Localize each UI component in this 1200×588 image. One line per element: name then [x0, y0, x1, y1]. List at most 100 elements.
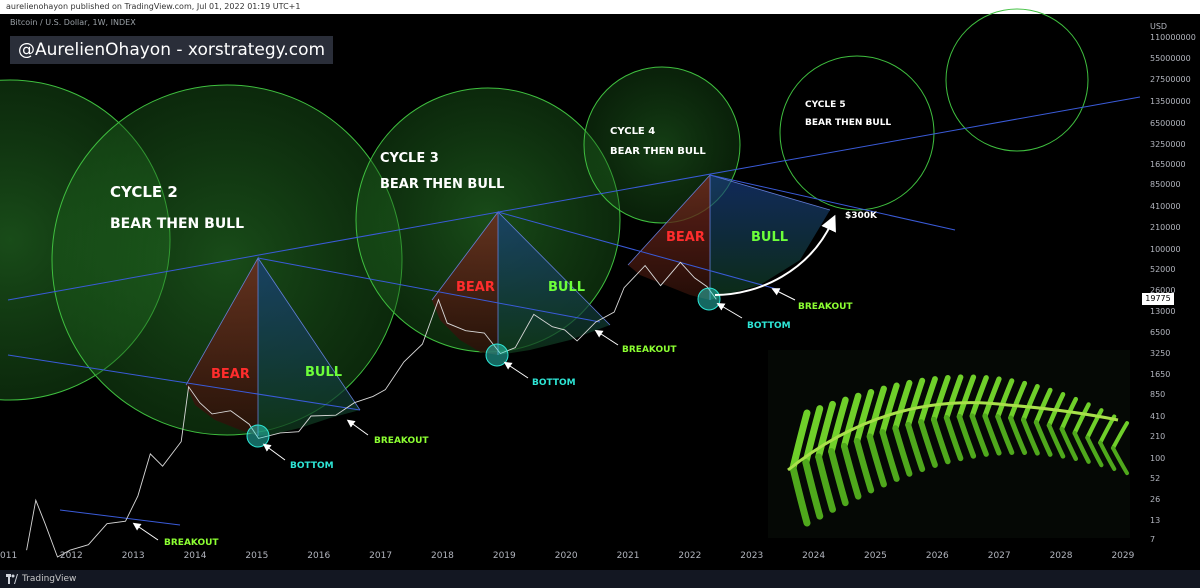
price-tick: 410 — [1150, 411, 1166, 421]
fern-leaflet — [930, 416, 951, 465]
fern-leaflet — [892, 379, 913, 432]
cycle-4-label: CYCLE 4 — [610, 126, 655, 137]
price-tick: 52 — [1150, 474, 1161, 484]
fern-leaflet — [840, 392, 862, 450]
fern-leaflet — [995, 414, 1015, 455]
fern-leaflet — [995, 378, 1015, 420]
price-tick: 410000 — [1150, 202, 1181, 212]
breakout-label-2016: BREAKOUT — [374, 436, 429, 446]
fern-leaflet — [1033, 419, 1053, 457]
fern-leaflet — [866, 433, 887, 488]
time-tick: 2016 — [307, 551, 331, 561]
fern-leaflet — [866, 385, 887, 440]
fern-leaflet — [918, 376, 938, 425]
fern-leaflet — [943, 374, 964, 421]
footer-bar: TradingView — [0, 570, 1200, 588]
fern-leaflet — [815, 453, 836, 513]
price-tick: 6500000 — [1150, 118, 1186, 128]
price-tick: 110000000 — [1150, 33, 1196, 42]
bear-label-cycle-4: BEAR — [666, 230, 705, 245]
time-tick: 2017 — [369, 551, 393, 561]
cycle-4-subtitle: BEAR THEN BULL — [610, 146, 706, 157]
fern-leaflet — [905, 421, 926, 473]
fern-leaflet — [1111, 421, 1129, 451]
cycle-5-subtitle: BEAR THEN BULL — [805, 118, 891, 128]
price-tick: 26 — [1150, 495, 1161, 505]
time-tick: 2028 — [1049, 551, 1073, 561]
price-tick: 210000 — [1150, 222, 1181, 232]
time-tick: 2021 — [616, 551, 640, 561]
fern-leaflet — [1085, 435, 1104, 468]
time-tick: 2013 — [121, 551, 145, 561]
price-tick: 100 — [1150, 454, 1166, 464]
fern-leaflet — [789, 464, 811, 527]
bull-region-cycle-2 — [258, 258, 360, 436]
bull-region-cycle-4 — [710, 175, 830, 300]
footer-brand: TradingView — [22, 574, 77, 584]
bear-region-cycle-3 — [432, 212, 498, 355]
fern-leaflet — [853, 388, 875, 445]
fern-leaflet — [1033, 387, 1053, 425]
time-tick: 2027 — [987, 551, 1011, 561]
fern-leaflet — [930, 374, 951, 423]
bull-region-cycle-3 — [498, 212, 610, 355]
price-tick: 1650000 — [1150, 160, 1186, 170]
fern-leaflet — [802, 458, 824, 520]
fern-leaflet — [905, 377, 926, 428]
fern-leaflet — [1059, 426, 1079, 462]
cycle-5-label: CYCLE 5 — [805, 100, 846, 110]
fern-leaflet — [828, 396, 849, 455]
time-tick: 011 — [0, 551, 18, 561]
publish-header: aurelienohayon published on TradingView.… — [0, 0, 1200, 14]
price-tick: 1650 — [1150, 369, 1171, 379]
fern-leaflet — [879, 429, 900, 482]
fern-leaflet — [853, 437, 875, 494]
bull-label-cycle-2: BULL — [305, 365, 342, 380]
annotation-arrows — [132, 214, 836, 541]
fern-photo — [768, 350, 1130, 538]
fern-leaflet — [1008, 380, 1028, 421]
price-axis-currency: USD — [1150, 22, 1168, 31]
time-tick: 2014 — [183, 551, 207, 561]
fern-leaflet — [943, 415, 964, 462]
fern-leaflet — [969, 413, 989, 457]
fern-leaflet — [892, 425, 913, 477]
tradingview-logo-icon — [6, 574, 18, 584]
bear-label-cycle-2: BEAR — [211, 367, 250, 382]
fern-leaflet — [828, 448, 849, 507]
fern-leaflet — [815, 400, 836, 461]
symbol-title: Bitcoin / U.S. Dollar, 1W, INDEX — [10, 18, 136, 27]
fern-leaflet — [1072, 402, 1091, 436]
cycle-3-label: CYCLE 3 — [380, 151, 439, 166]
cycle-6-circle — [945, 8, 1089, 152]
time-tick: 2019 — [492, 551, 516, 561]
bottom-label-2019: BOTTOM — [532, 378, 576, 388]
fern-leaflet — [879, 382, 900, 436]
time-tick: 2018 — [431, 551, 454, 561]
time-tick: 2024 — [802, 551, 826, 561]
price-tick: 850 — [1150, 389, 1166, 399]
bull-label-cycle-4: BULL — [751, 230, 788, 245]
bottom-marker-2015 — [246, 424, 270, 448]
author-watermark: @AurelienOhayon - xorstrategy.com — [10, 36, 334, 64]
price-tick: 210 — [1150, 431, 1166, 441]
cycle-3-subtitle: BEAR THEN BULL — [380, 177, 504, 192]
time-tick: 2012 — [59, 551, 83, 561]
bottom-label-2022: BOTTOM — [747, 321, 791, 331]
price-tick: 3250000 — [1150, 139, 1186, 149]
fern-leaflet — [1046, 392, 1066, 428]
breakout-label-2013: BREAKOUT — [164, 538, 219, 548]
fern-leaflet — [982, 376, 1002, 419]
annotation-labels: CYCLE 2 BEAR THEN BULL CYCLE 3 BEAR THEN… — [110, 100, 891, 548]
fern-leaflet — [969, 375, 989, 419]
bottom-markers — [246, 287, 721, 448]
time-tick: 2029 — [1111, 551, 1135, 561]
trendlines — [7, 96, 1141, 526]
fern-leaflet — [789, 409, 811, 472]
price-tick: 3250 — [1150, 348, 1171, 358]
fern-leaflet — [1046, 423, 1066, 459]
cycle-2-subtitle: BEAR THEN BULL — [110, 216, 244, 232]
bear-label-cycle-3: BEAR — [456, 280, 495, 295]
cycle-4-circle — [583, 66, 741, 224]
